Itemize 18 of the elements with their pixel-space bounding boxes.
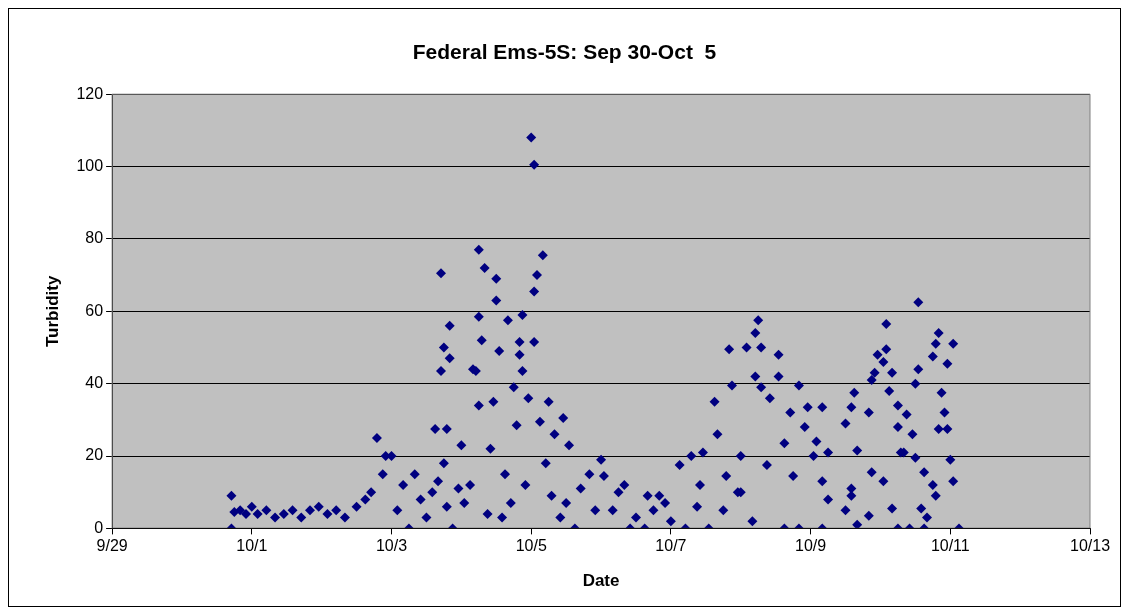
x-axis-title: Date — [582, 571, 620, 591]
y-tick-label: 120 — [76, 84, 104, 102]
chart-title: Federal Ems-5S: Sep 30-Oct 5 — [412, 40, 717, 64]
x-tick-label: 9/29 — [96, 537, 128, 555]
x-tick-label: 10/13 — [1069, 537, 1111, 555]
y-tick-label: 0 — [94, 518, 104, 536]
x-tick-label: 10/5 — [515, 537, 547, 555]
x-tick-label: 10/7 — [655, 537, 687, 555]
y-tick-label: 40 — [85, 374, 104, 392]
x-tick-label: 10/11 — [930, 537, 970, 555]
x-tick-label: 10/9 — [795, 537, 827, 555]
y-tick-label: 80 — [85, 229, 104, 247]
y-tick-label: 100 — [76, 156, 104, 174]
x-tick-label: 10/1 — [236, 537, 268, 555]
y-tick-label: 60 — [85, 301, 104, 319]
x-tick-label: 10/3 — [375, 537, 408, 555]
y-tick-label: 20 — [85, 446, 104, 464]
y-axis-title: Turbidity — [42, 275, 62, 348]
